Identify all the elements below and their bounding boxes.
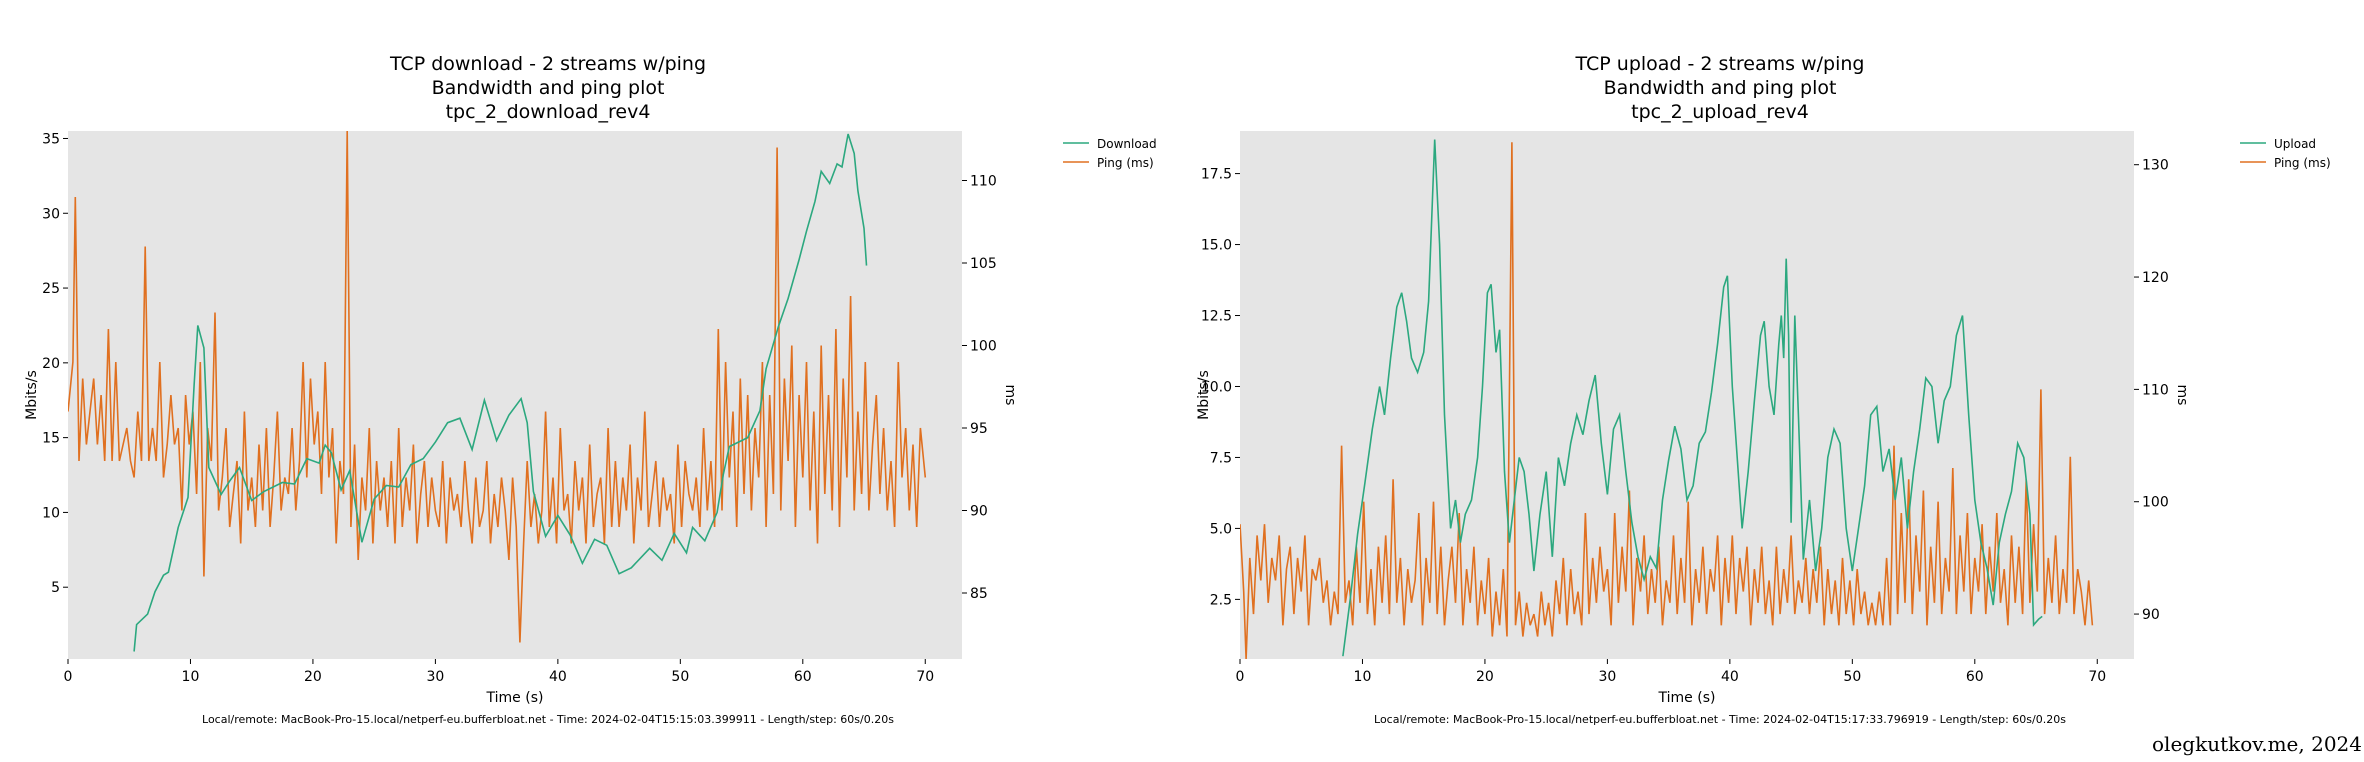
chart-title-line-1: TCP upload - 2 streams w/ping — [1575, 53, 1865, 75]
chart-title-line-3: tpc_2_upload_rev4 — [1631, 101, 1809, 123]
y-tick-label: 12.5 — [1201, 309, 1232, 325]
x-tick-label: 30 — [426, 669, 444, 685]
x-tick-label: 50 — [1843, 669, 1861, 685]
y2-tick-label: 90 — [2142, 607, 2160, 623]
y-tick-label: 15.0 — [1201, 238, 1232, 254]
y-tick-label: 20 — [42, 356, 60, 372]
y-tick-label: 5.0 — [1210, 521, 1232, 537]
x-tick-label: 10 — [1354, 669, 1372, 685]
x-tick-label: 30 — [1598, 669, 1616, 685]
x-tick-label: 60 — [794, 669, 812, 685]
x-tick-label: 70 — [916, 669, 934, 685]
y2-axis-label: ms — [1002, 385, 1018, 406]
y2-axis-label: ms — [2174, 385, 2190, 406]
chart-title-line-2: Bandwidth and ping plot — [432, 77, 665, 99]
series-line-ping-ms — [1240, 142, 2094, 659]
y-tick-label: 35 — [42, 131, 60, 147]
x-tick-label: 10 — [182, 669, 200, 685]
y-axis-label: Mbits/s — [24, 370, 40, 420]
y-tick-label: 10.0 — [1201, 379, 1232, 395]
series-line-download — [133, 133, 868, 652]
y2-tick-label: 130 — [2142, 158, 2169, 174]
y2-tick-label: 95 — [970, 421, 988, 437]
x-tick-label: 60 — [1966, 669, 1984, 685]
y-axis-label: Mbits/s — [1196, 370, 1212, 420]
legend-entry: Ping (ms) — [2274, 156, 2331, 170]
y2-tick-label: 120 — [2142, 270, 2169, 286]
chart-1: TCP download - 2 streams w/pingBandwidth… — [24, 53, 1157, 726]
y2-tick-label: 110 — [2142, 382, 2169, 398]
chart-title-line-2: Bandwidth and ping plot — [1604, 77, 1837, 99]
y2-tick-label: 100 — [970, 339, 997, 355]
plot-area — [1240, 131, 2134, 659]
x-tick-label: 20 — [1476, 669, 1494, 685]
y-tick-label: 7.5 — [1210, 450, 1232, 466]
legend-entry: Ping (ms) — [1097, 156, 1154, 170]
y2-tick-label: 105 — [970, 256, 997, 272]
legend-entry: Upload — [2274, 137, 2316, 151]
y-tick-label: 5 — [51, 580, 60, 596]
y2-tick-label: 90 — [970, 504, 988, 520]
chart-title-line-3: tpc_2_download_rev4 — [446, 101, 651, 123]
x-tick-label: 70 — [2088, 669, 2106, 685]
y2-tick-label: 110 — [970, 174, 997, 190]
chart-title-line-1: TCP download - 2 streams w/ping — [389, 53, 706, 75]
series-line-upload — [1342, 139, 2043, 657]
x-tick-label: 0 — [64, 669, 73, 685]
x-axis-label: Time (s) — [1658, 690, 1716, 706]
y-tick-label: 17.5 — [1201, 167, 1232, 183]
y-tick-label: 15 — [42, 431, 60, 447]
watermark: olegkutkov.me, 2024 — [2152, 732, 2362, 756]
chart-footer: Local/remote: MacBook-Pro-15.local/netpe… — [1374, 713, 2066, 726]
x-tick-label: 20 — [304, 669, 322, 685]
y-tick-label: 25 — [42, 281, 60, 297]
x-tick-label: 50 — [671, 669, 689, 685]
x-axis-label: Time (s) — [486, 690, 544, 706]
series-line-ping-ms — [68, 131, 927, 643]
y-tick-label: 2.5 — [1210, 592, 1232, 608]
legend-entry: Download — [1097, 137, 1157, 151]
y2-tick-label: 85 — [970, 586, 988, 602]
x-tick-label: 40 — [1721, 669, 1739, 685]
y-tick-label: 10 — [42, 505, 60, 521]
y-tick-label: 30 — [42, 206, 60, 222]
x-tick-label: 40 — [549, 669, 567, 685]
x-tick-label: 0 — [1236, 669, 1245, 685]
chart-footer: Local/remote: MacBook-Pro-15.local/netpe… — [202, 713, 894, 726]
y2-tick-label: 100 — [2142, 495, 2169, 511]
